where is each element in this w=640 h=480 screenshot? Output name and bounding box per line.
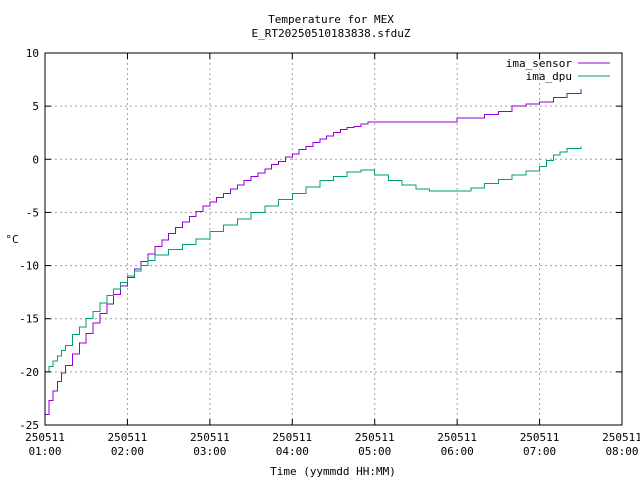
axis-ticks xyxy=(44,52,623,426)
x-tick-time: 05:00 xyxy=(358,445,391,458)
y-tick-labels: -25 -20 -15 -10 -5 0 5 10 xyxy=(19,47,39,432)
grid-lines xyxy=(45,53,622,425)
x-tick-time: 01:00 xyxy=(28,445,61,458)
chart-subtitle: E_RT20250510183838.sfduZ xyxy=(252,27,411,40)
legend-label: ima_sensor xyxy=(506,57,573,70)
series-line-ima-dpu xyxy=(45,146,582,373)
y-tick-label: -10 xyxy=(19,260,39,273)
x-axis-label: Time (yymmdd HH:MM) xyxy=(270,465,396,478)
x-tick-date: 250511 xyxy=(437,431,477,444)
x-tick-time: 04:00 xyxy=(276,445,309,458)
y-tick-label: 0 xyxy=(32,153,39,166)
x-tick-date: 250511 xyxy=(602,431,640,444)
x-tick-date: 250511 xyxy=(190,431,230,444)
chart-title: Temperature for MEX xyxy=(268,13,394,26)
y-axis-label: °C xyxy=(5,233,18,246)
x-tick-date: 250511 xyxy=(25,431,65,444)
y-tick-label: 5 xyxy=(32,100,39,113)
x-tick-date: 250511 xyxy=(108,431,148,444)
x-tick-date: 250511 xyxy=(520,431,560,444)
y-tick-label: -20 xyxy=(19,366,39,379)
data-series xyxy=(45,89,582,415)
y-tick-label: -25 xyxy=(19,419,39,432)
x-tick-labels: 25051101:0025051102:0025051103:002505110… xyxy=(25,431,640,458)
x-tick-time: 06:00 xyxy=(441,445,474,458)
y-tick-label: 10 xyxy=(26,47,39,60)
y-tick-label: -5 xyxy=(26,206,39,219)
x-tick-date: 250511 xyxy=(272,431,312,444)
legend-label: ima_dpu xyxy=(526,70,572,83)
x-tick-time: 03:00 xyxy=(193,445,226,458)
y-tick-label: -15 xyxy=(19,313,39,326)
x-tick-time: 07:00 xyxy=(523,445,556,458)
plot-frame xyxy=(44,52,623,426)
x-tick-time: 02:00 xyxy=(111,445,144,458)
series-line-ima-sensor xyxy=(45,89,582,415)
x-tick-time: 08:00 xyxy=(605,445,638,458)
x-tick-date: 250511 xyxy=(355,431,395,444)
